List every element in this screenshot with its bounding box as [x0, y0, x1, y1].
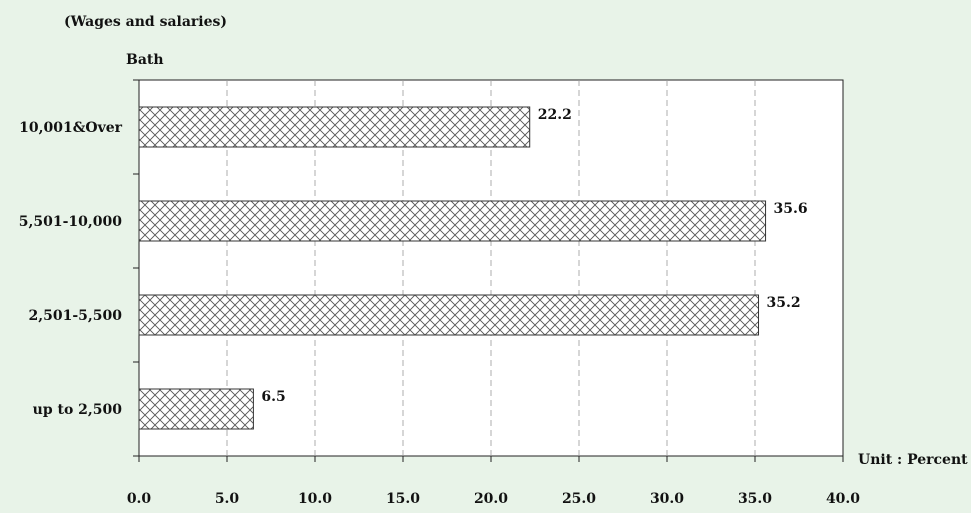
bar-value-label: 22.2 — [538, 107, 572, 123]
category-label: up to 2,500 — [33, 402, 123, 418]
bar-value-label: 35.2 — [767, 295, 801, 311]
bars — [138, 106, 767, 430]
x-tick-label: 5.0 — [215, 491, 240, 507]
chart-title: (Wages and salaries) — [64, 14, 227, 30]
x-axis-unit-label: Unit : Percent — [858, 452, 968, 468]
x-tick-label: 20.0 — [474, 491, 508, 507]
category-label: 2,501-5,500 — [29, 308, 123, 324]
x-tick-label: 0.0 — [127, 491, 152, 507]
bar — [138, 388, 254, 430]
x-tick-label: 35.0 — [738, 491, 772, 507]
x-tick-label: 25.0 — [562, 491, 596, 507]
bar — [138, 200, 767, 242]
x-tick-label: 40.0 — [826, 491, 860, 507]
category-label: 10,001&Over — [19, 120, 122, 136]
x-tick-label: 30.0 — [650, 491, 684, 507]
bar-value-label: 35.6 — [774, 201, 808, 217]
bar — [138, 106, 531, 148]
x-tick-labels: 0.0 5.0 10.0 15.0 20.0 25.0 30.0 35.0 40.0 — [127, 491, 860, 507]
value-labels: 22.2 35.6 35.2 6.5 — [261, 107, 807, 405]
bar-value-label: 6.5 — [261, 389, 285, 405]
category-label: 5,501-10,000 — [19, 214, 122, 230]
bar — [138, 294, 760, 336]
category-labels: 10,001&Over 5,501-10,000 2,501-5,500 up to … — [19, 120, 123, 418]
y-axis-label: Bath — [126, 52, 164, 68]
x-tick-label: 10.0 — [298, 491, 332, 507]
x-tick-label: 15.0 — [386, 491, 420, 507]
